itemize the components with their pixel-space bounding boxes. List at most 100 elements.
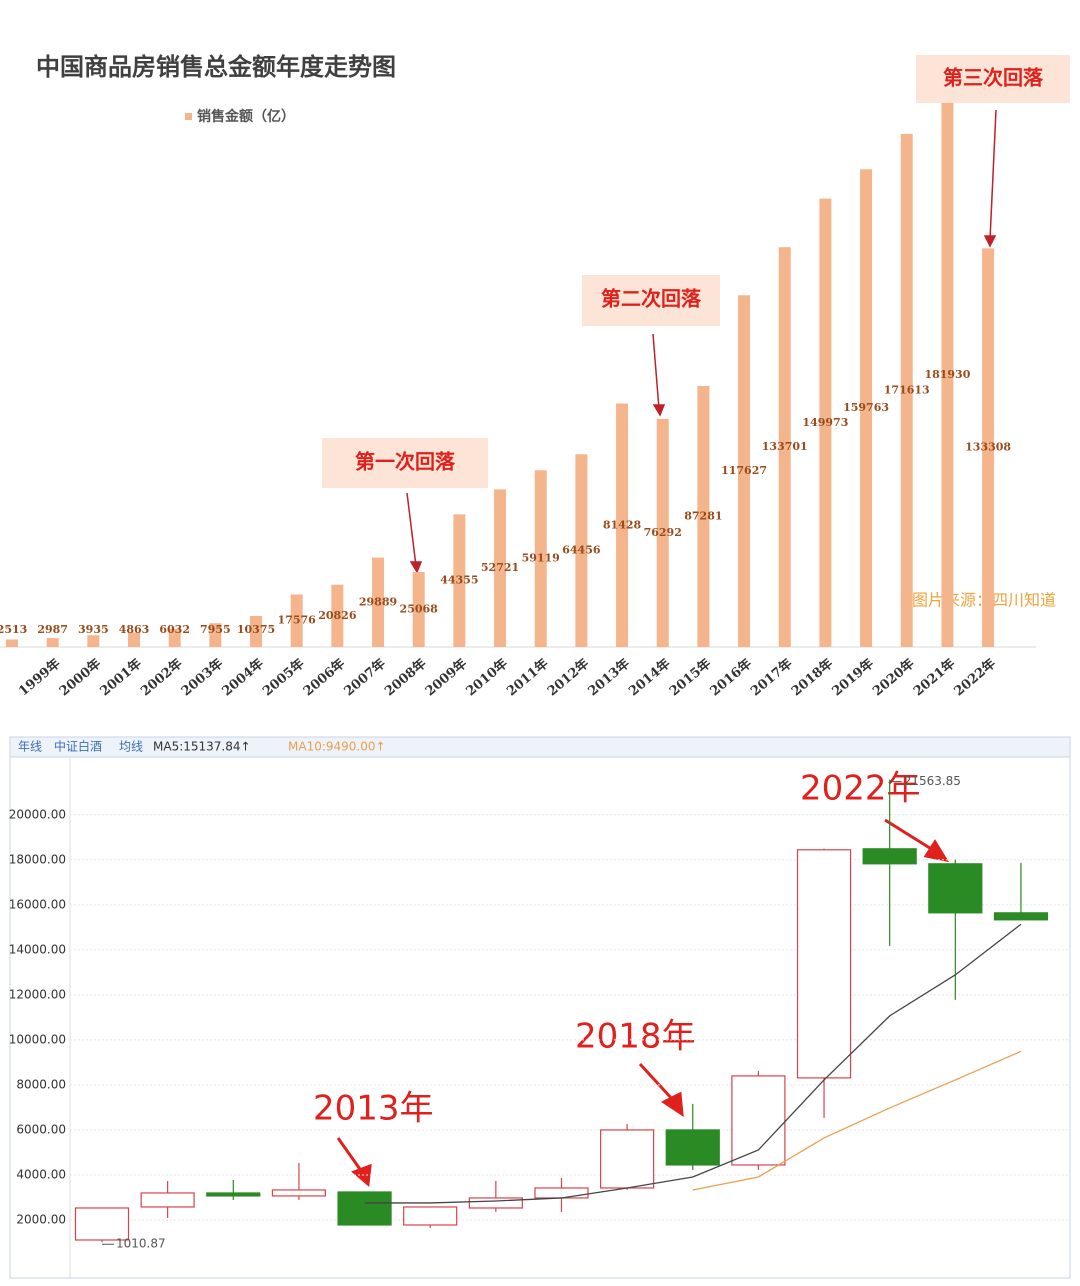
value-label: 2513	[0, 623, 27, 636]
bar	[412, 572, 425, 647]
bar	[941, 103, 954, 647]
bar	[819, 198, 832, 647]
value-label: 20826	[318, 609, 357, 622]
candle-body	[534, 1187, 589, 1199]
candle-body	[665, 1129, 720, 1166]
value-label: 149973	[802, 416, 848, 429]
candle-body	[74, 1207, 130, 1241]
candle-body	[271, 1189, 327, 1197]
chart-title: 中国商品房销售总金额年度走势图	[36, 53, 396, 81]
y-tick-label: 16000.00	[9, 897, 66, 911]
y-tick-label: 20000.00	[9, 807, 66, 821]
value-label: 159763	[843, 401, 889, 414]
value-label: 7955	[200, 623, 231, 636]
value-label: 133308	[965, 441, 1011, 454]
annotation-box	[582, 275, 720, 326]
candle-body	[403, 1206, 458, 1226]
bar	[860, 169, 873, 647]
value-label: 181930	[924, 368, 970, 381]
annotation-box	[322, 438, 488, 488]
y-tick-label: 4000.00	[16, 1167, 66, 1181]
candle-body	[796, 849, 852, 1079]
annotation-arrows	[406, 109, 997, 574]
annotation: 2013年	[313, 1089, 434, 1129]
value-label: 17576	[278, 614, 317, 627]
annotation: 第一次回落	[355, 450, 456, 474]
bar	[331, 584, 344, 647]
y-tick-label: 8000.00	[16, 1077, 66, 1091]
y-tick-label: 18000.00	[9, 852, 66, 866]
bar	[982, 248, 995, 647]
bar	[656, 418, 669, 647]
value-label: 29889	[359, 595, 397, 608]
bar	[697, 386, 710, 647]
value-label: 2987	[37, 623, 68, 636]
value-label: 87281	[684, 510, 722, 523]
candle-body	[731, 1075, 786, 1166]
candle-body	[140, 1192, 195, 1208]
annotation-arrows	[336, 818, 950, 1187]
value-label: 76292	[644, 526, 682, 539]
annotation: 第三次回落	[943, 66, 1044, 90]
bar	[6, 639, 18, 647]
value-label: 171613	[884, 383, 930, 396]
bar	[575, 454, 588, 647]
bar	[738, 295, 751, 647]
bar	[46, 638, 59, 647]
header-label: MA10:9490.00↑	[288, 740, 386, 754]
high-label: 21563.85	[904, 774, 961, 788]
value-label: 25068	[400, 603, 439, 616]
y-tick-label: 14000.00	[9, 942, 66, 956]
value-label: 117627	[721, 464, 767, 477]
bar	[900, 133, 913, 647]
header-label: MA5:15137.84↑	[153, 740, 251, 754]
candle-body	[206, 1192, 261, 1197]
value-label: 10375	[237, 623, 275, 636]
value-label: 3935	[78, 623, 109, 636]
bar	[453, 514, 466, 647]
bar	[494, 489, 507, 647]
candle-body	[600, 1129, 655, 1189]
bar	[87, 635, 100, 647]
legend-swatch	[185, 113, 192, 120]
header-bar	[9, 736, 1071, 758]
value-label: 59119	[522, 552, 560, 565]
low-label: 1010.87	[116, 1237, 166, 1251]
value-label: 4863	[119, 623, 150, 636]
value-label: 52721	[481, 561, 519, 574]
y-tick-label: 6000.00	[16, 1122, 66, 1136]
legend-label: 销售金额（亿）	[197, 108, 295, 125]
annotation: 2018年	[575, 1017, 696, 1057]
value-label: 6032	[159, 623, 190, 636]
candle-body	[928, 863, 983, 914]
candle-body	[993, 912, 1049, 921]
bar	[534, 470, 547, 647]
ma-line	[692, 1050, 1022, 1191]
annotation: 第二次回落	[601, 287, 702, 311]
ma-line	[364, 923, 1022, 1204]
bar	[372, 557, 385, 647]
candle-body	[337, 1191, 392, 1226]
value-label: 44355	[440, 574, 478, 587]
bar	[250, 615, 263, 647]
bar	[616, 403, 629, 647]
y-tick-label: 10000.00	[9, 1032, 66, 1046]
value-label: 81428	[603, 518, 642, 531]
header-label: 均线	[119, 740, 143, 754]
bar	[778, 247, 791, 648]
header-label: 年线	[18, 740, 42, 754]
value-label: 133701	[762, 440, 808, 453]
annotation: 2022年	[800, 769, 921, 809]
bar	[290, 594, 303, 647]
value-label: 64456	[562, 544, 601, 557]
annotation-box	[916, 55, 1070, 103]
bar	[209, 623, 222, 647]
bar	[128, 632, 141, 647]
y-tick-label: 2000.00	[16, 1212, 66, 1226]
bar	[168, 628, 181, 647]
header-label: 中证白酒	[54, 739, 102, 754]
candle-body	[862, 848, 917, 865]
candle-body	[468, 1197, 523, 1209]
y-tick-label: 12000.00	[9, 987, 66, 1001]
